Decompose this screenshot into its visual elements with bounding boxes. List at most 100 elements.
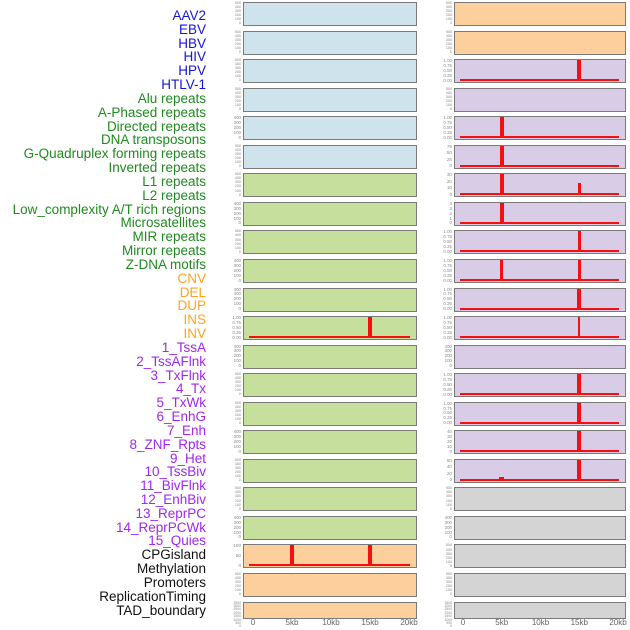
x-axis-tick-label: 15kb — [361, 618, 379, 627]
y-tick-label: 0 — [238, 78, 241, 83]
y-tick-label: 0 — [238, 106, 241, 111]
row-label: DNA transposons — [100, 132, 206, 148]
y-tick-label: 300 — [233, 348, 241, 354]
mini-plot-panel — [243, 230, 417, 255]
y-tick-label: 20 — [446, 178, 452, 184]
y-tick-label: 200 — [234, 41, 241, 46]
x-axis-tick-label: 5kb — [285, 618, 299, 627]
mini-plot-panel — [243, 87, 417, 112]
y-tick-label: 400 — [234, 5, 241, 10]
y-tick-label: 40 — [447, 429, 452, 435]
y-tick-label: 500 — [235, 620, 241, 625]
y-tick-label: 200 — [233, 267, 241, 273]
signal-spike — [577, 183, 581, 196]
y-tick-label: 0.75 — [443, 120, 452, 126]
signal-baseline — [460, 421, 619, 424]
y-tick-label: 300 — [234, 180, 241, 185]
y-tick-label: 50 — [235, 553, 241, 559]
y-tick-label: 0.75 — [443, 262, 452, 268]
y-tick-label: 400 — [444, 514, 452, 520]
y-tick-label: 0 — [450, 624, 452, 629]
x-axis-tick-label: 0 — [250, 618, 256, 627]
signal-baseline — [460, 193, 619, 196]
y-tick-label: 100 — [445, 45, 452, 50]
mini-plot-panel — [454, 287, 626, 312]
y-tick-label: 500 — [445, 486, 452, 491]
y-tick-label: 100 — [233, 443, 241, 449]
row-label: DEL — [179, 284, 206, 300]
y-tick-label: 0.00 — [443, 248, 452, 254]
mini-plot-panel — [243, 401, 417, 426]
y-tick-label: 0.00 — [443, 420, 452, 426]
row-label: 7_Enh — [166, 422, 206, 438]
y-tick-label: 3500 — [444, 600, 452, 605]
y-tick-label: 200 — [234, 241, 241, 246]
y-tick-label: 3000 — [233, 603, 241, 608]
y-axis-ticks: 3500 3000 2500 2000 1500 1000 500 0 — [207, 600, 241, 629]
y-tick-label: 0.00 — [443, 134, 452, 140]
y-tick-label: 200 — [234, 469, 241, 474]
y-tick-label: 300 — [233, 434, 241, 440]
y-axis-ticks: 500 400 300 200 100 0 — [418, 30, 452, 55]
signal-baseline — [460, 336, 619, 339]
y-axis-ticks: 3500 3000 2500 2000 1500 1000 500 0 — [418, 600, 452, 629]
mini-plot-panel — [243, 487, 417, 512]
y-axis-ticks: 1.00 0.75 0.50 0.25 0.00 — [418, 401, 452, 426]
y-tick-label: 3500 — [233, 600, 241, 605]
signal-spike — [368, 317, 372, 339]
signal-baseline — [460, 164, 619, 167]
y-tick-label: 200 — [234, 70, 241, 75]
mini-plot-panel — [454, 401, 626, 426]
y-tick-label: 25 — [446, 156, 452, 162]
y-tick-label: 200 — [233, 439, 241, 445]
y-axis-ticks: 500 400 300 200 100 0 — [207, 372, 241, 397]
mini-plot-panel — [243, 144, 417, 169]
signal-spike — [500, 259, 504, 281]
y-tick-label: 0 — [449, 477, 452, 483]
y-tick-label: 400 — [445, 576, 452, 581]
y-tick-label: 400 — [233, 115, 241, 121]
row-label: HPV — [178, 63, 206, 79]
y-tick-label: 100 — [445, 559, 452, 564]
y-tick-label: 0 — [239, 624, 241, 629]
y-tick-label: 100 — [234, 74, 241, 79]
row-label: CPGisland — [141, 547, 206, 563]
row-label: L2 repeats — [142, 187, 206, 203]
y-tick-label: 1.00 — [443, 257, 452, 263]
y-tick-label: 1500 — [444, 614, 452, 619]
signal-spike — [578, 317, 581, 339]
y-tick-label: 400 — [233, 429, 241, 435]
mini-plot-panel — [454, 373, 626, 398]
signal-spike — [577, 231, 581, 253]
row-label: L1 repeats — [142, 173, 206, 189]
y-axis-ticks: 500 400 300 200 100 0 — [207, 87, 241, 112]
y-tick-label: 300 — [444, 519, 452, 525]
y-tick-label: 0.25 — [443, 72, 452, 78]
y-tick-label: 0.50 — [443, 381, 452, 387]
y-tick-label: 0 — [238, 192, 241, 197]
y-axis-ticks: 500 400 300 200 100 0 — [207, 58, 241, 83]
row-label: Inverted repeats — [108, 160, 206, 176]
row-label: HIV — [183, 49, 206, 65]
y-tick-label: 400 — [234, 33, 241, 38]
y-tick-label: 0 — [238, 478, 241, 483]
y-tick-label: 500 — [234, 372, 241, 377]
y-axis-ticks: 100 50 0 — [207, 544, 241, 568]
y-tick-label: 4 — [449, 200, 452, 206]
y-tick-label: 300 — [233, 519, 241, 525]
y-tick-label: 100 — [233, 301, 241, 307]
y-tick-label: 400 — [234, 490, 241, 495]
y-axis-ticks: 1.00 0.75 0.50 0.25 0.00 — [418, 287, 452, 312]
x-axis-tick-label: 0 — [460, 618, 466, 627]
row-label: 9_Het — [169, 450, 206, 466]
signal-spike — [290, 545, 294, 567]
row-label: G-Quadruplex forming repeats — [23, 146, 206, 162]
y-tick-label: 0.00 — [443, 334, 452, 340]
y-tick-label: 100 — [445, 102, 452, 107]
y-tick-label: 10 — [446, 185, 452, 191]
y-tick-label: 1.00 — [443, 115, 452, 121]
row-label: 15_Quies — [148, 533, 206, 549]
y-tick-label: 500 — [234, 1, 241, 5]
y-tick-label: 1.00 — [232, 315, 241, 321]
y-tick-label: 200 — [445, 98, 452, 103]
